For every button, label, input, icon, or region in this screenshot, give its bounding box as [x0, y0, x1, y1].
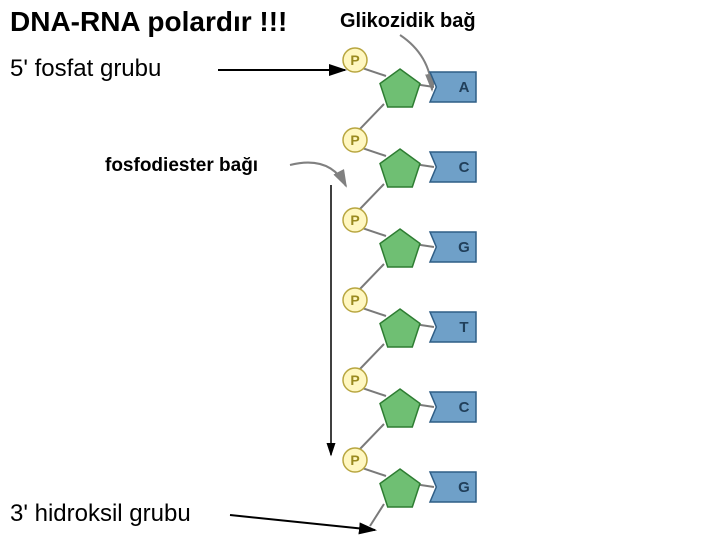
- sugar-icon: [380, 309, 420, 347]
- base-letter: G: [458, 479, 470, 496]
- bond-phos-sugar: [363, 68, 386, 76]
- bond-phosphodiester: [359, 264, 384, 290]
- bond-phos-sugar: [363, 388, 386, 396]
- base-letter: A: [459, 79, 470, 96]
- phosphate-letter: P: [350, 132, 359, 148]
- base-letter: C: [459, 159, 470, 176]
- diagram-stage: DNA-RNA polardır !!! Glikozidik bağ 5' f…: [0, 0, 720, 540]
- bond-phosphodiester: [359, 344, 384, 370]
- phosphate-letter: P: [350, 372, 359, 388]
- sugar-icon: [380, 229, 420, 267]
- diagram-svg: P A P C P G P T P C P G: [0, 0, 720, 540]
- bond-phos-sugar: [363, 308, 386, 316]
- phosphate-letter: P: [350, 52, 359, 68]
- bond-phosphodiester: [359, 104, 384, 130]
- sugar-icon: [380, 149, 420, 187]
- bond-phosphodiester: [359, 184, 384, 210]
- arrow-to-3prime: [230, 515, 375, 530]
- sugar-icon: [380, 469, 420, 507]
- bond-phosphodiester: [359, 424, 384, 450]
- phosphate-letter: P: [350, 292, 359, 308]
- bond-phos-sugar: [363, 468, 386, 476]
- phosphate-letter: P: [350, 452, 359, 468]
- base-letter: T: [459, 319, 468, 336]
- arrow-to-phosphodiester: [290, 163, 346, 186]
- base-icon: [430, 312, 476, 342]
- bond-phos-sugar: [363, 228, 386, 236]
- sugar-icon: [380, 389, 420, 427]
- phosphate-letter: P: [350, 212, 359, 228]
- bond-3prime-tail: [370, 504, 384, 526]
- base-letter: G: [458, 239, 470, 256]
- sugar-icon: [380, 69, 420, 107]
- base-letter: C: [459, 399, 470, 416]
- bond-phos-sugar: [363, 148, 386, 156]
